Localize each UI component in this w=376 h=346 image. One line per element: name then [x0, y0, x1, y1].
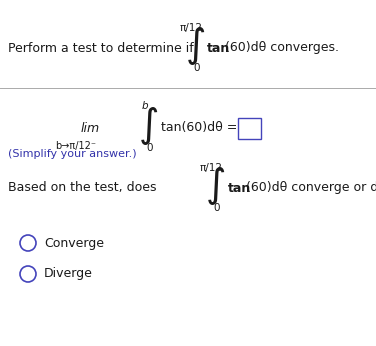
Text: 0: 0: [147, 143, 153, 153]
Text: b→π/12⁻: b→π/12⁻: [55, 141, 96, 151]
Text: tan: tan: [207, 42, 230, 55]
Text: π/12: π/12: [179, 23, 203, 33]
FancyBboxPatch shape: [238, 118, 261, 138]
Text: Based on the test, does: Based on the test, does: [8, 182, 156, 194]
Text: (60)dθ converges.: (60)dθ converges.: [225, 42, 339, 55]
Text: $\int$: $\int$: [205, 165, 225, 207]
Text: Diverge: Diverge: [44, 267, 93, 281]
Text: 0: 0: [194, 63, 200, 73]
Text: Perform a test to determine if: Perform a test to determine if: [8, 42, 194, 55]
Text: π/12: π/12: [200, 163, 223, 173]
Text: (Simplify your answer.): (Simplify your answer.): [8, 149, 136, 159]
Text: Converge: Converge: [44, 237, 104, 249]
Text: $\int$: $\int$: [138, 105, 158, 147]
Text: tan: tan: [228, 182, 251, 194]
Text: b: b: [142, 101, 148, 111]
Text: tan(60)dθ =: tan(60)dθ =: [161, 121, 237, 135]
Text: lim: lim: [80, 121, 100, 135]
Text: (60)dθ converge or diverge?: (60)dθ converge or diverge?: [246, 182, 376, 194]
Text: 0: 0: [214, 203, 220, 213]
Text: $\int$: $\int$: [185, 25, 205, 67]
